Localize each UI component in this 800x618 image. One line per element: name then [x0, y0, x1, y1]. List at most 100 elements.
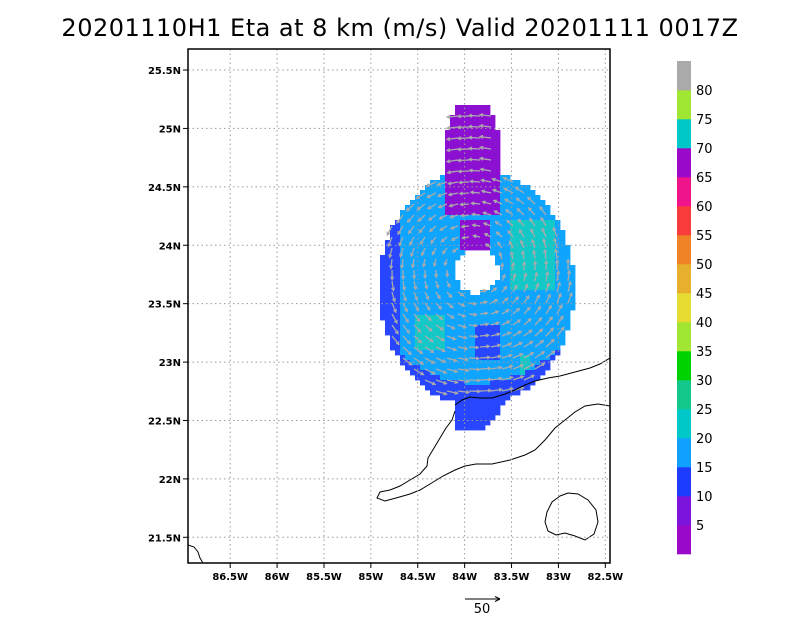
wind-vector-head [541, 227, 546, 232]
wind-speed-cell [525, 335, 531, 341]
wind-speed-cell [470, 205, 476, 211]
wind-speed-cell [485, 165, 491, 171]
wind-vector [501, 343, 512, 348]
wind-speed-cell [560, 230, 566, 236]
wind-speed-cell [490, 240, 496, 246]
wind-speed-cell [440, 365, 446, 371]
y-tick-label: 22N [159, 475, 181, 486]
wind-speed-cell [485, 140, 491, 146]
wind-speed-cell [490, 130, 496, 136]
wind-speed-cell [420, 220, 426, 226]
colorbar-swatch [677, 380, 691, 410]
wind-vector-head [388, 254, 393, 259]
wind-vector [534, 362, 545, 370]
wind-vector [413, 346, 423, 354]
wind-vector [389, 247, 393, 258]
wind-vector-head [530, 363, 535, 368]
wind-vector-head [457, 180, 463, 185]
wind-speed-cell [565, 310, 571, 316]
wind-speed-cell [410, 245, 416, 251]
wind-vector [519, 229, 525, 238]
wind-vector-head [471, 223, 476, 228]
wind-speed-cell [475, 235, 481, 241]
wind-vector [492, 189, 503, 194]
wind-speed-cell [500, 255, 506, 261]
wind-speed-cell [445, 275, 451, 281]
wind-speed-cell [495, 325, 501, 331]
wind-speed-cell [480, 415, 486, 421]
wind-vector-head [448, 294, 453, 299]
wind-vector-head [468, 179, 474, 184]
wind-speed-cell [500, 290, 506, 296]
wind-speed-cell [540, 320, 546, 326]
wind-speed-cell [455, 315, 461, 321]
wind-vector [402, 357, 413, 366]
wind-speed-cell [430, 260, 436, 266]
wind-speed-cell [495, 155, 501, 161]
wind-speed-cell [435, 180, 441, 186]
wind-speed-cell [395, 260, 401, 266]
wind-vector [490, 366, 502, 370]
wind-speed-cell [470, 415, 476, 421]
wind-speed-cell [425, 270, 431, 276]
wind-speed-cell [465, 290, 471, 296]
wind-speed-cell [460, 245, 466, 251]
wind-speed-cell [460, 315, 466, 321]
chart-title: 20201110H1 Eta at 8 km (m/s) Valid 20201… [61, 14, 739, 42]
wind-vector-head [479, 167, 484, 172]
wind-speed-cell [485, 365, 491, 371]
wind-speed-cell [560, 265, 566, 271]
wind-vector-head [436, 295, 441, 300]
wind-speed-cell [385, 325, 391, 331]
wind-speed-cell [470, 425, 476, 431]
wind-speed-cell [475, 310, 481, 316]
wind-speed-cell [555, 250, 561, 256]
wind-speed-cell [470, 210, 476, 216]
wind-speed-cell [485, 185, 491, 191]
wind-vector-head [524, 283, 529, 288]
wind-speed-cell [465, 225, 471, 231]
wind-speed-cell [445, 135, 451, 141]
wind-speed-cell [545, 300, 551, 306]
wind-speed-cell [560, 295, 566, 301]
wind-vector-head [475, 345, 480, 350]
wind-speed-cell [485, 230, 491, 236]
wind-vector [468, 324, 478, 327]
wind-speed-cell [460, 210, 466, 216]
wind-speed-cell [460, 380, 466, 386]
wind-speed-cell [525, 350, 531, 356]
colorbar-swatch [677, 322, 691, 352]
wind-speed-cell [560, 260, 566, 266]
wind-speed-cell [485, 175, 491, 181]
wind-speed-cell [460, 290, 466, 296]
wind-speed-cell [480, 425, 486, 431]
wind-speed-cell [515, 225, 521, 231]
wind-speed-cell [480, 110, 486, 116]
wind-vector-head [460, 224, 465, 229]
wind-speed-cell [505, 250, 511, 256]
wind-speed-cell [395, 265, 401, 271]
wind-vector [523, 352, 534, 359]
wind-speed-cell [460, 215, 466, 221]
wind-speed-cell [445, 335, 451, 341]
wind-vector-head [494, 299, 499, 303]
wind-vector [516, 208, 525, 216]
wind-speed-cell [520, 310, 526, 316]
wind-vector-head [503, 285, 508, 290]
wind-vector-head [506, 219, 511, 224]
wind-speed-cell [425, 200, 431, 206]
wind-speed-cell [495, 340, 501, 346]
wind-speed-cell [545, 290, 551, 296]
wind-vector-head [416, 206, 421, 211]
wind-speed-cell [510, 380, 516, 386]
wind-speed-cell [455, 345, 461, 351]
wind-speed-cell [490, 210, 496, 216]
wind-speed-cell [500, 370, 506, 376]
wind-speed-cell [430, 205, 436, 211]
wind-speed-cell [395, 225, 401, 231]
wind-speed-cell [485, 220, 491, 226]
wind-vector [545, 327, 554, 337]
wind-vector-head [485, 333, 490, 338]
wind-vector-head [426, 306, 431, 311]
